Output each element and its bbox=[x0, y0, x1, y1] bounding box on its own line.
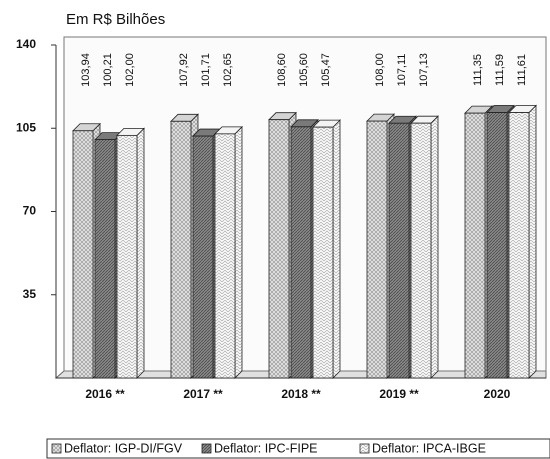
legend bbox=[46, 438, 550, 459]
legend-swatch bbox=[201, 443, 212, 454]
value-label: 108,00 bbox=[374, 53, 386, 87]
y-tick-label: 105 bbox=[16, 120, 36, 134]
y-tick-label: 140 bbox=[16, 37, 36, 51]
legend-label: Deflator: IPCA-IBGE bbox=[372, 441, 486, 455]
value-label: 103,94 bbox=[80, 53, 92, 87]
bar bbox=[486, 112, 508, 379]
value-label: 108,60 bbox=[276, 53, 288, 87]
legend-label: Deflator: IPC-FIPE bbox=[214, 441, 318, 455]
bar-side bbox=[332, 119, 341, 379]
value-label: 100,21 bbox=[102, 53, 114, 87]
bar bbox=[290, 126, 312, 379]
y-tick-label: 35 bbox=[23, 287, 37, 301]
value-label: 102,65 bbox=[222, 53, 234, 87]
x-tick-label: 2017 ** bbox=[183, 387, 223, 401]
value-label: 107,11 bbox=[396, 54, 408, 87]
value-label: 111,35 bbox=[472, 54, 484, 86]
y-tick-label: 70 bbox=[23, 204, 37, 218]
bar bbox=[464, 112, 486, 379]
bar bbox=[410, 122, 432, 379]
bar bbox=[214, 133, 236, 379]
value-label: 101,71 bbox=[200, 53, 212, 87]
y-axis-label: Em R$ Bilhões bbox=[66, 11, 165, 28]
legend-label: Deflator: IGP-DI/FGV bbox=[64, 441, 183, 455]
value-label: 107,13 bbox=[418, 53, 430, 87]
bar-side bbox=[430, 115, 439, 379]
bar bbox=[192, 135, 214, 379]
bar bbox=[170, 120, 192, 379]
x-tick-label: 2020 bbox=[484, 387, 511, 401]
x-tick-label: 2016 ** bbox=[85, 387, 125, 401]
value-label: 105,47 bbox=[320, 53, 332, 87]
x-tick-label: 2018 ** bbox=[281, 387, 321, 401]
bar-side bbox=[528, 104, 537, 379]
value-label: 102,00 bbox=[124, 53, 136, 87]
bar bbox=[388, 122, 410, 379]
x-tick-label: 2019 ** bbox=[379, 387, 419, 401]
bar bbox=[72, 130, 94, 379]
bar bbox=[312, 126, 334, 379]
bar bbox=[508, 112, 530, 379]
value-label: 111,59 bbox=[494, 54, 506, 86]
bar bbox=[94, 139, 116, 379]
value-label: 111,61 bbox=[516, 54, 528, 86]
bar bbox=[116, 134, 138, 379]
bar-side bbox=[136, 127, 145, 379]
value-label: 105,60 bbox=[298, 53, 310, 87]
bar bbox=[366, 120, 388, 379]
value-label: 107,92 bbox=[178, 53, 190, 87]
bar-side bbox=[234, 125, 243, 379]
bar bbox=[268, 119, 290, 379]
legend-swatch bbox=[51, 443, 62, 454]
legend-swatch bbox=[359, 443, 370, 454]
